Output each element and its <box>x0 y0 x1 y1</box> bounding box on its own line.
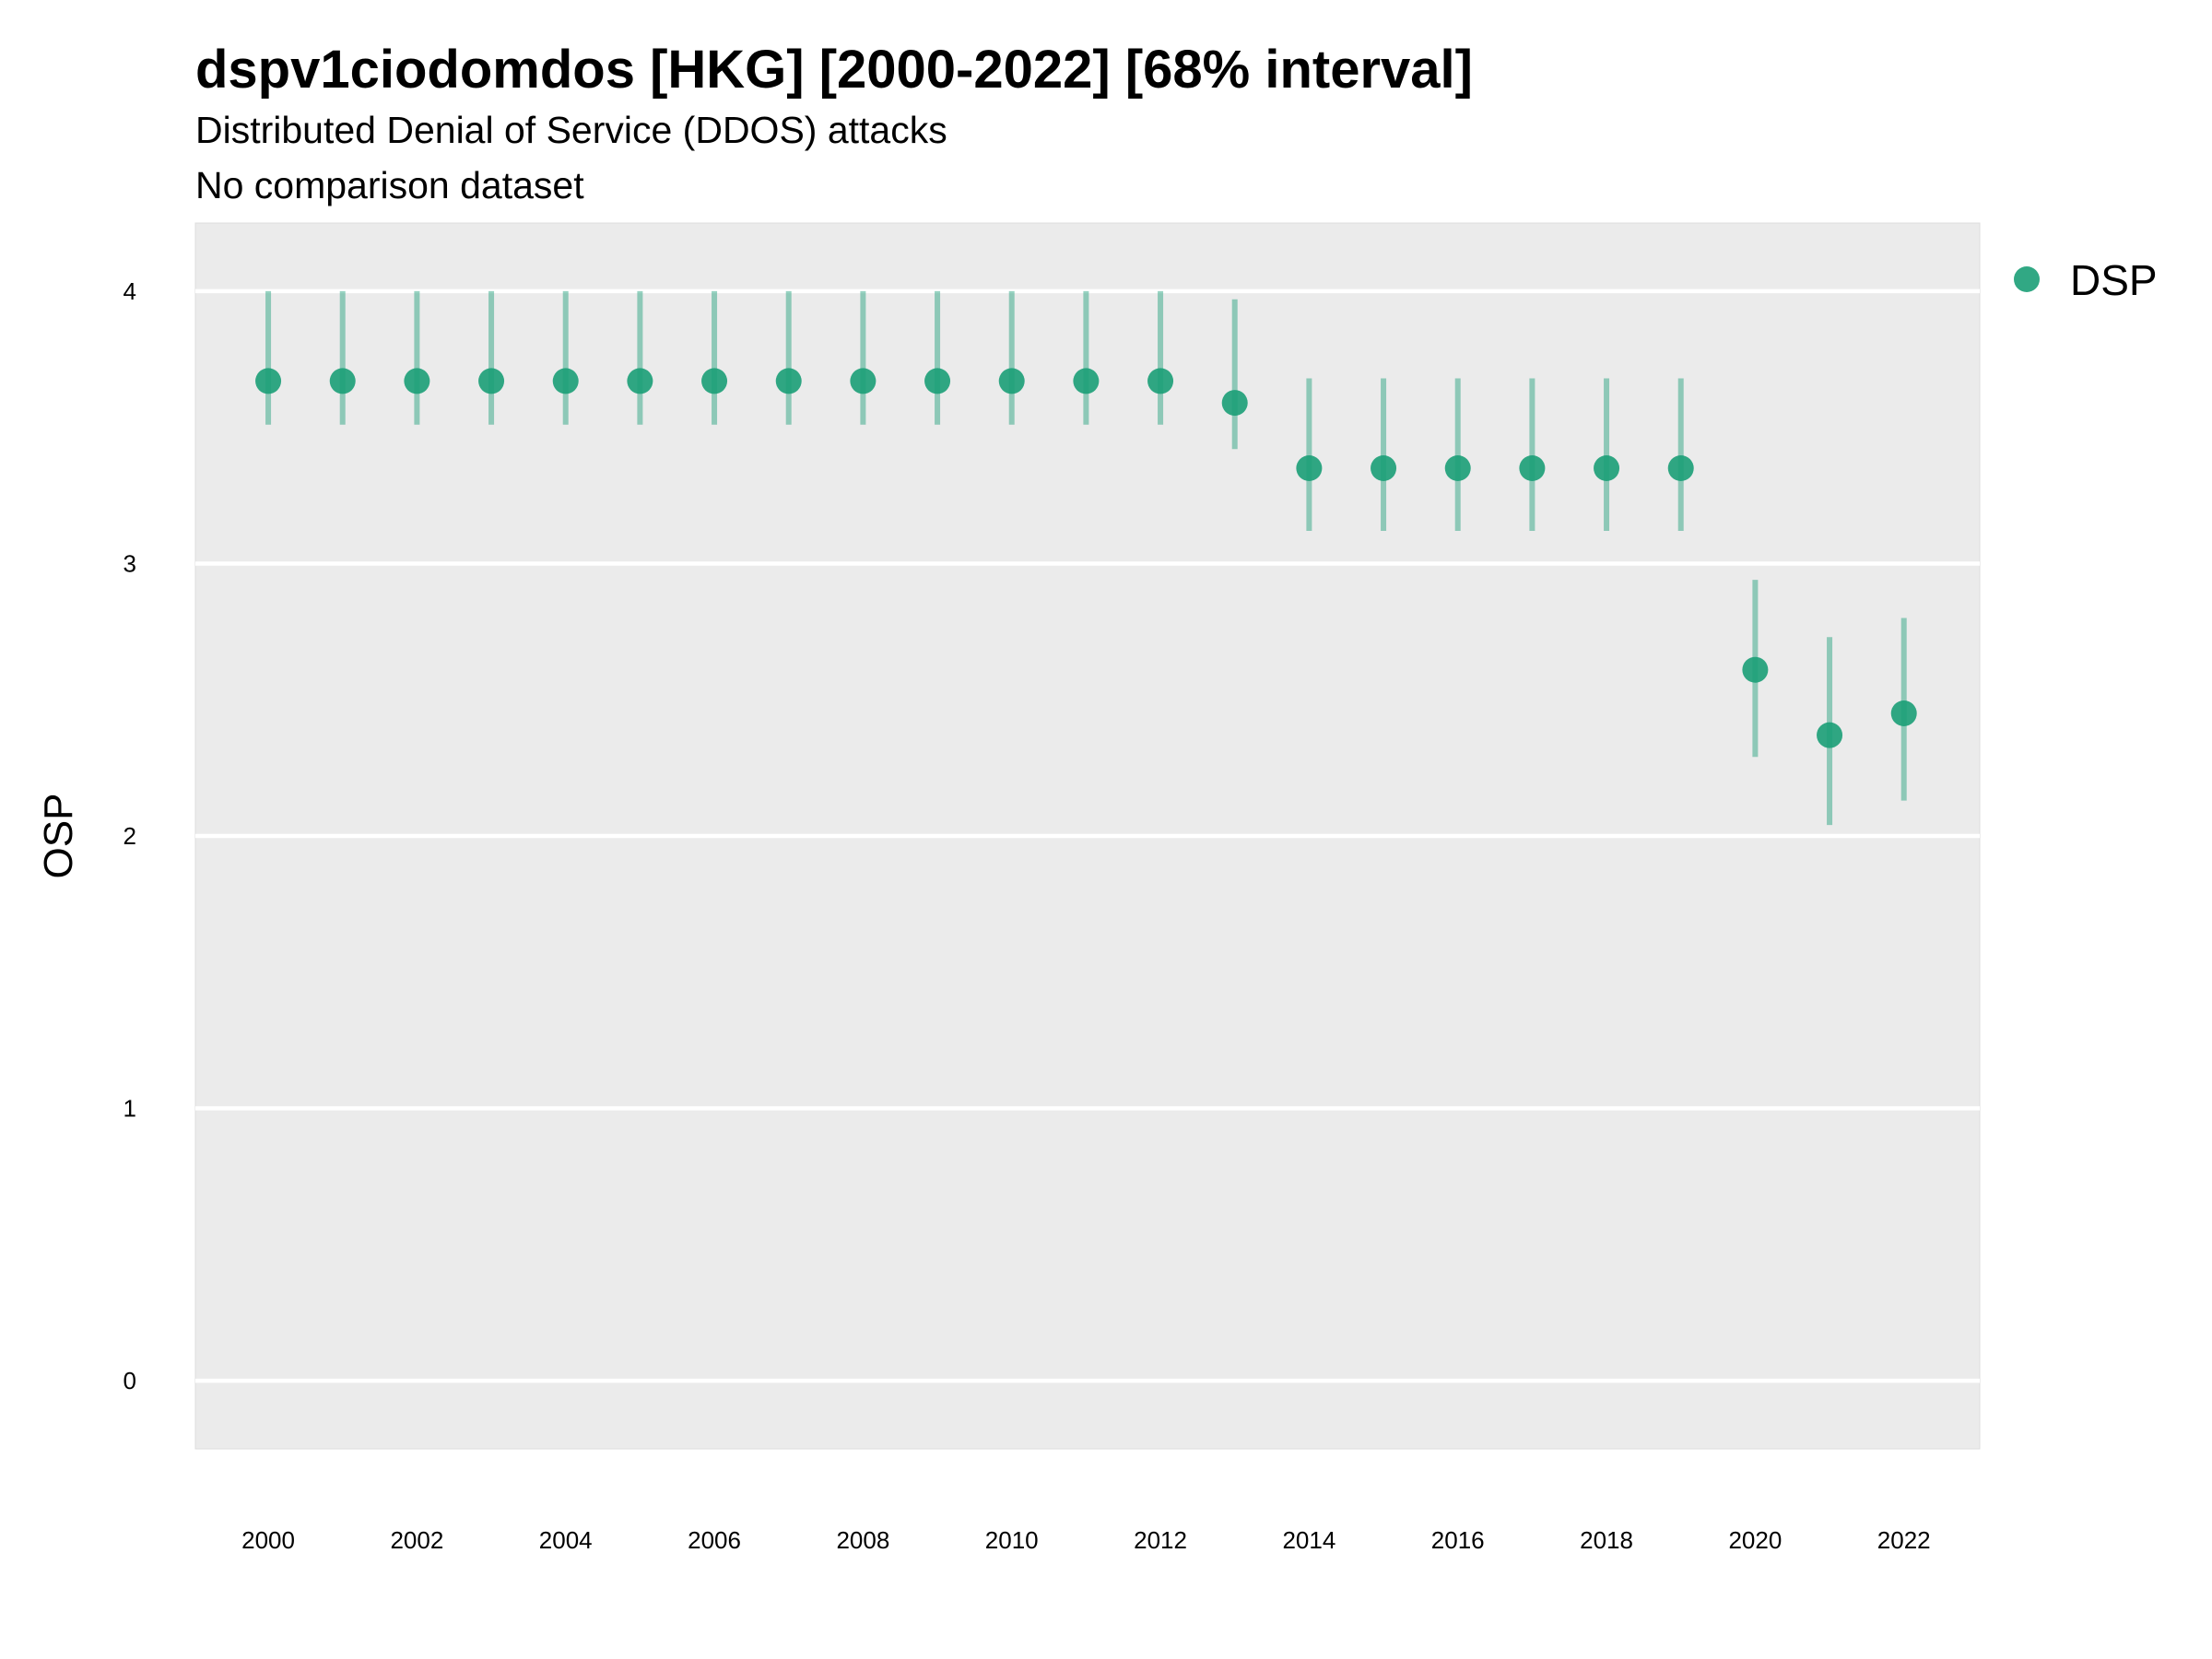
x-axis: 2000 2002 2004 2006 2008 2010 2012 2014 2016 2018… <box>241 1526 1931 1554</box>
data-point <box>998 368 1025 394</box>
x-tick-label: 2018 <box>1580 1526 1633 1554</box>
y-tick-label: 4 <box>124 277 136 305</box>
x-tick-label: 2006 <box>688 1526 741 1554</box>
x-tick-label: 2000 <box>241 1526 295 1554</box>
x-tick-label: 2008 <box>836 1526 889 1554</box>
data-point <box>1594 455 1620 481</box>
y-tick-label: 3 <box>124 549 136 577</box>
data-point <box>552 368 579 394</box>
data-point <box>701 368 728 394</box>
data-point <box>1221 390 1248 417</box>
data-point <box>329 368 356 394</box>
data-point <box>1817 722 1843 748</box>
legend-marker <box>2014 266 2040 292</box>
data-point <box>1742 656 1769 683</box>
y-tick-label: 2 <box>124 822 136 850</box>
x-tick-label: 2002 <box>390 1526 443 1554</box>
y-tick-label: 1 <box>124 1095 136 1123</box>
data-point <box>1667 455 1694 481</box>
data-point <box>404 368 430 394</box>
x-tick-label: 2014 <box>1282 1526 1335 1554</box>
data-point <box>1073 368 1100 394</box>
x-tick-label: 2022 <box>1877 1526 1931 1554</box>
x-tick-label: 2016 <box>1431 1526 1485 1554</box>
chart-title: dspv1ciodomdos [HKG] [2000-2022] [68% in… <box>195 40 1473 100</box>
error-bars <box>265 290 1907 826</box>
data-point <box>255 368 282 394</box>
y-axis: 0 1 2 3 4 <box>124 277 136 1394</box>
data-point <box>1371 455 1397 481</box>
data-point <box>775 368 802 394</box>
data-points <box>255 368 1917 748</box>
data-point <box>850 368 877 394</box>
data-point <box>627 368 653 394</box>
chart-subtitle: Distributed Denial of Service (DDOS) att… <box>195 109 947 151</box>
legend: DSP <box>2014 256 2158 304</box>
legend-label-dsp: DSP <box>2070 256 2158 304</box>
data-point <box>1519 455 1546 481</box>
data-point <box>1444 455 1471 481</box>
x-tick-label: 2004 <box>539 1526 593 1554</box>
data-point <box>1296 455 1323 481</box>
data-point <box>478 368 505 394</box>
chart-caption: No comparison dataset <box>195 164 584 206</box>
data-point <box>924 368 951 394</box>
x-tick-label: 2020 <box>1728 1526 1782 1554</box>
data-point <box>1147 368 1174 394</box>
gridlines <box>195 288 1980 1383</box>
x-tick-label: 2010 <box>985 1526 1039 1554</box>
x-tick-label: 2012 <box>1134 1526 1187 1554</box>
data-point <box>1890 700 1917 726</box>
y-axis-label: OSP <box>36 794 81 879</box>
y-tick-label: 0 <box>124 1367 136 1394</box>
